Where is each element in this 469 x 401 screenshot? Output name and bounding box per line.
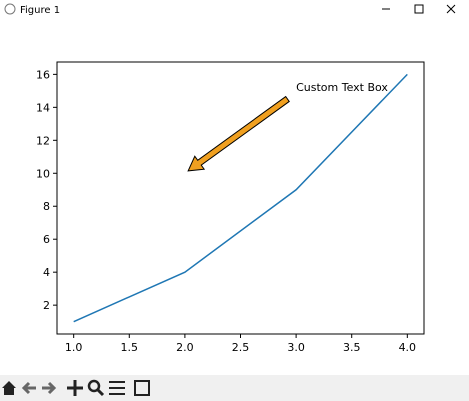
save-button[interactable]: [134, 380, 150, 396]
x-tick-label: 3.5: [343, 341, 361, 354]
back-button[interactable]: [21, 381, 36, 395]
window-title: Figure 1: [20, 5, 60, 16]
annotation-arrow: [187, 95, 290, 172]
app-icon: [4, 3, 16, 15]
close-button[interactable]: [446, 4, 456, 14]
data-line: [73, 73, 408, 323]
x-tick-label: 1.5: [121, 341, 139, 354]
y-tick-label: 2: [43, 299, 50, 312]
y-tick-label: 12: [36, 134, 50, 147]
y-tick-label: 14: [36, 101, 50, 114]
y-tick-label: 16: [36, 68, 50, 81]
maximize-button[interactable]: [414, 4, 424, 14]
pan-button[interactable]: [67, 380, 83, 396]
x-tick-label: 1.0: [65, 341, 83, 354]
annotation-text: Custom Text Box: [296, 81, 388, 94]
forward-button[interactable]: [42, 381, 57, 395]
x-tick-label: 4.0: [399, 341, 417, 354]
x-tick-label: 3.0: [287, 341, 305, 354]
axes-frame: [56, 61, 425, 335]
x-tick-label: 2.0: [176, 341, 194, 354]
zoom-button[interactable]: [87, 379, 101, 393]
y-tick-label: 8: [43, 200, 50, 213]
x-tick-label: 2.5: [232, 341, 250, 354]
y-tick-label: 10: [36, 167, 50, 180]
home-button[interactable]: [2, 381, 16, 395]
y-tick-label: 6: [43, 233, 50, 246]
title-bar: [0, 0, 469, 20]
configure-button[interactable]: [109, 381, 125, 395]
y-tick-label: 4: [43, 266, 50, 279]
